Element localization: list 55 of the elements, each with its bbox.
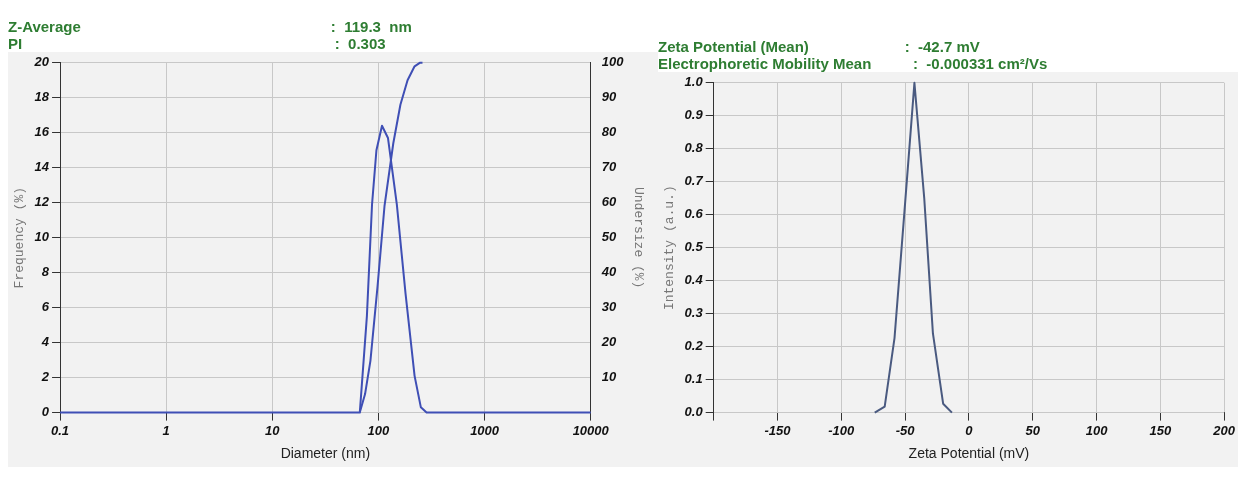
y-tick-label: 4 — [40, 334, 50, 350]
y-tick-label: 0.7 — [684, 173, 704, 189]
x-axis-title: Diameter (nm) — [280, 445, 371, 462]
x-tick-label: -50 — [895, 422, 916, 438]
y-tick-label: 14 — [34, 159, 50, 175]
y-tick-label: 1.0 — [684, 74, 704, 90]
y-tick-label: 0.1 — [684, 371, 703, 387]
y-tick-label: 16 — [34, 124, 50, 140]
y-tick-label: 20 — [33, 54, 50, 70]
y-tick-label: 0 — [41, 404, 50, 420]
x-tick-label: 0 — [965, 422, 974, 438]
y-tick-label: 0.8 — [684, 140, 704, 156]
x-tick-label: 100 — [1085, 422, 1109, 438]
y-tick-label: 6 — [41, 299, 50, 315]
y2-tick-label: 50 — [601, 229, 617, 245]
y-tick-label: 0.6 — [684, 206, 704, 222]
y2-tick-label: 100 — [601, 54, 625, 70]
y-axis-title: Intensity (a.u.) — [662, 185, 678, 311]
y2-tick-label: 70 — [601, 159, 617, 175]
y2-tick-label: 40 — [600, 264, 617, 280]
x-axis-title: Zeta Potential (mV) — [908, 445, 1030, 462]
y-tick-label: 2 — [40, 369, 50, 385]
x-tick-label: -100 — [828, 422, 856, 438]
y-tick-label: 0.3 — [684, 305, 704, 321]
y2-tick-label: 30 — [601, 299, 617, 315]
x-tick-label: 10000 — [572, 422, 610, 438]
y-tick-label: 0.5 — [684, 239, 704, 255]
x-tick-label: -150 — [764, 422, 792, 438]
x-tick-label: 150 — [1149, 422, 1172, 438]
y2-tick-label: 90 — [601, 89, 617, 105]
x-tick-label: 0.1 — [51, 422, 70, 438]
y-tick-label: 8 — [41, 264, 50, 280]
x-tick-label: 1 — [162, 422, 170, 438]
chart-subtitle: Electrophoretic Mobility Mean : -0.000331 cm²/Vs — [658, 55, 1049, 72]
y2-tick-label: 20 — [600, 334, 617, 350]
x-tick-label: 10 — [265, 422, 281, 438]
x-tick-label: 100 — [367, 422, 391, 438]
x-tick-label: 1000 — [470, 422, 500, 438]
y-axis-title: Frequency (%) — [12, 186, 28, 289]
chart-subtitle: PI : 0.303 — [8, 35, 387, 52]
y2-tick-label: 80 — [601, 124, 617, 140]
y-tick-label: 10 — [34, 229, 50, 245]
x-tick-label: 200 — [1212, 422, 1236, 438]
x-tick-label: 50 — [1025, 422, 1041, 438]
y-tick-label: 12 — [34, 194, 50, 210]
y-tick-label: 0.4 — [684, 272, 704, 288]
y2-tick-label: 10 — [601, 369, 617, 385]
y2-axis-title: Undersize (%) — [630, 186, 646, 289]
chart-title: Zeta Potential (Mean) : -42.7 mV — [658, 38, 981, 55]
chart-title: Z-Average : 119.3 nm — [8, 18, 413, 35]
y-tick-label: 0.9 — [684, 107, 704, 123]
y2-tick-label: 60 — [601, 194, 617, 210]
y-tick-label: 0.2 — [684, 338, 704, 354]
y-tick-label: 0.0 — [684, 404, 704, 420]
y-tick-label: 18 — [34, 89, 50, 105]
